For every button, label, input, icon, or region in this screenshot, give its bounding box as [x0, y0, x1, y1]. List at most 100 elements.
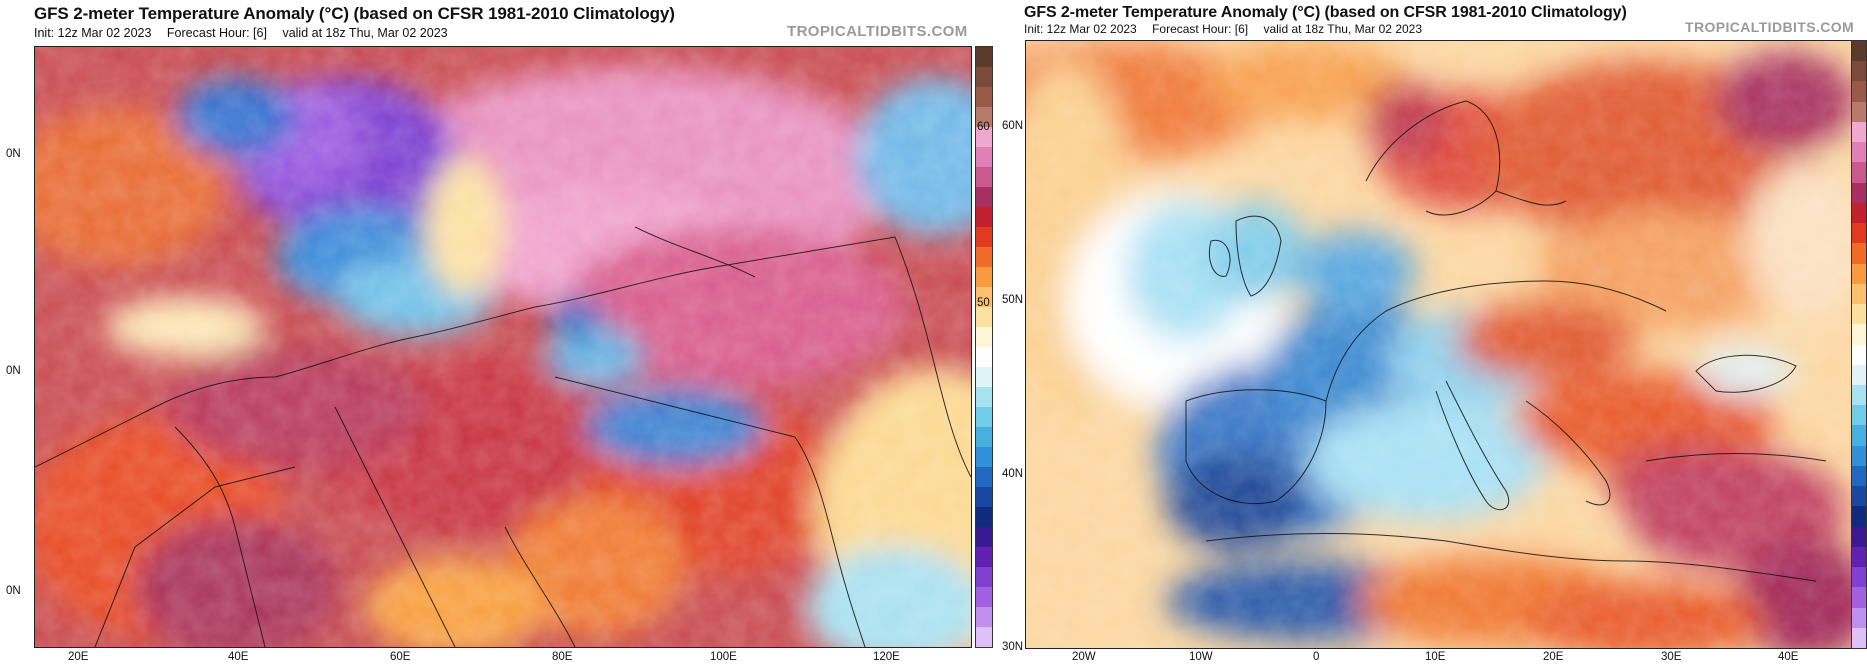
lon-label: 20E: [1543, 651, 1564, 663]
init-time: Init: 12z Mar 02 2023: [34, 26, 152, 40]
colorbar-swatch: [1852, 81, 1866, 102]
forecast-hour: Forecast Hour: [6]: [166, 26, 267, 40]
panel-title: GFS 2-meter Temperature Anomaly (°C) (ba…: [34, 4, 675, 23]
lat-label: 0N: [6, 585, 21, 597]
colorbar-label: 50: [977, 297, 990, 309]
colorbar-swatch: [976, 347, 992, 367]
colorbar-swatch: [976, 167, 992, 187]
colorbar-label: 60: [977, 121, 990, 133]
colorbar-swatch: [976, 427, 992, 447]
colorbar-swatch: [1852, 304, 1866, 325]
init-time: Init: 12z Mar 02 2023: [1024, 22, 1137, 36]
colorbar-swatch: [976, 207, 992, 227]
valid-time: valid at 18z Thu, Mar 02 2023: [282, 26, 448, 40]
colorbar-swatch: [976, 447, 992, 467]
colorbar-swatch: [976, 87, 992, 107]
lon-label: 0: [1313, 651, 1320, 663]
lon-label: 120E: [873, 651, 900, 663]
colorbar-swatch: [1852, 142, 1866, 163]
colorbar-swatch: [1852, 101, 1866, 122]
lat-label: 50N: [1002, 294, 1024, 306]
colorbar-swatch: [1852, 627, 1866, 649]
lat-label: 40N: [1002, 468, 1024, 480]
colorbar-swatch: [976, 547, 992, 567]
colorbar-swatch: [976, 407, 992, 427]
europe-map-field: [1026, 41, 1858, 648]
colorbar-swatch: [976, 67, 992, 87]
colorbar-swatch: [976, 567, 992, 587]
lon-label: 20E: [68, 651, 89, 663]
lat-label: 30N: [1002, 641, 1024, 653]
lon-label: 80E: [552, 651, 573, 663]
lon-label: 40E: [1778, 651, 1799, 663]
watermark: TROPICALTIDBITS.COM: [787, 23, 968, 40]
colorbar-swatch: [976, 107, 992, 127]
colorbar-swatch: [1852, 324, 1866, 345]
colorbar-swatch: [1852, 445, 1866, 466]
colorbar-swatch: [1852, 41, 1866, 62]
colorbar-legend: [975, 46, 993, 648]
colorbar-swatch: [976, 507, 992, 527]
colorbar-swatch: [976, 247, 992, 267]
europe-anomaly-panel: GFS 2-meter Temperature Anomaly (°C) (ba…: [1002, 0, 1867, 665]
colorbar-swatch: [976, 387, 992, 407]
colorbar-swatch: [1852, 202, 1866, 224]
colorbar-swatch: [1852, 243, 1866, 264]
panel-subtitle: Init: 12z Mar 02 2023 Forecast Hour: [6]…: [1024, 22, 1434, 36]
colorbar-swatch: [1852, 121, 1866, 143]
lon-label: 40E: [228, 651, 249, 663]
colorbar-swatch: [1852, 61, 1866, 82]
colorbar-swatch: [976, 127, 992, 147]
asia-map[interactable]: [34, 46, 972, 648]
forecast-hour: Forecast Hour: [6]: [1152, 22, 1249, 36]
colorbar-swatch: [976, 607, 992, 627]
watermark: TROPICALTIDBITS.COM: [1685, 19, 1855, 35]
lat-label: 0N: [6, 365, 21, 377]
lon-label: 20W: [1072, 651, 1096, 663]
colorbar-swatch: [1852, 465, 1866, 487]
colorbar-swatch: [1852, 223, 1866, 244]
colorbar-swatch: [976, 527, 992, 547]
colorbar-swatch: [976, 147, 992, 167]
colorbar-swatch: [1852, 364, 1866, 385]
lat-label: 0N: [6, 148, 21, 160]
colorbar-swatch: [1852, 182, 1866, 203]
colorbar-swatch: [976, 487, 992, 507]
lon-label: 30E: [1661, 651, 1682, 663]
colorbar-swatch: [976, 587, 992, 607]
colorbar-swatch: [976, 187, 992, 207]
colorbar-swatch: [976, 47, 992, 67]
colorbar-swatch: [1852, 384, 1866, 406]
colorbar-swatch: [1852, 506, 1866, 527]
valid-time: valid at 18z Thu, Mar 02 2023: [1263, 22, 1423, 36]
asia-map-field: [35, 47, 971, 647]
asia-anomaly-panel: GFS 2-meter Temperature Anomaly (°C) (ba…: [6, 4, 993, 663]
colorbar-swatch: [976, 227, 992, 247]
europe-map[interactable]: [1025, 40, 1859, 649]
colorbar-swatch: [976, 287, 992, 307]
colorbar-swatch: [1852, 344, 1866, 365]
colorbar-swatch: [976, 467, 992, 487]
colorbar-swatch: [976, 327, 992, 347]
colorbar-swatch: [976, 267, 992, 287]
lat-label: 60N: [1002, 120, 1024, 132]
lon-label: 60E: [390, 651, 411, 663]
lon-label: 100E: [710, 651, 737, 663]
colorbar-swatch: [1852, 486, 1866, 507]
colorbar-swatch: [1852, 607, 1866, 628]
colorbar-legend: [1851, 40, 1867, 649]
colorbar-swatch: [1852, 405, 1866, 426]
panel-title: GFS 2-meter Temperature Anomaly (°C) (ba…: [1024, 4, 1627, 21]
colorbar-swatch: [1852, 587, 1866, 608]
colorbar-swatch: [1852, 263, 1866, 284]
colorbar-swatch: [976, 627, 992, 647]
colorbar-swatch: [976, 307, 992, 327]
colorbar-swatch: [976, 367, 992, 387]
lon-label: 10W: [1189, 651, 1213, 663]
colorbar-swatch: [1852, 283, 1866, 305]
panel-subtitle: Init: 12z Mar 02 2023 Forecast Hour: [6]…: [34, 26, 460, 40]
lon-label: 10E: [1425, 651, 1446, 663]
colorbar-swatch: [1852, 425, 1866, 446]
colorbar-swatch: [1852, 546, 1866, 568]
colorbar-swatch: [1852, 567, 1866, 588]
